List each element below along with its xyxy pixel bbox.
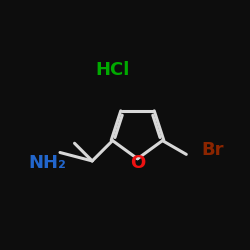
Text: NH₂: NH₂ (28, 154, 66, 172)
Text: Br: Br (201, 141, 224, 159)
Text: O: O (130, 154, 145, 172)
Text: HCl: HCl (95, 61, 130, 79)
